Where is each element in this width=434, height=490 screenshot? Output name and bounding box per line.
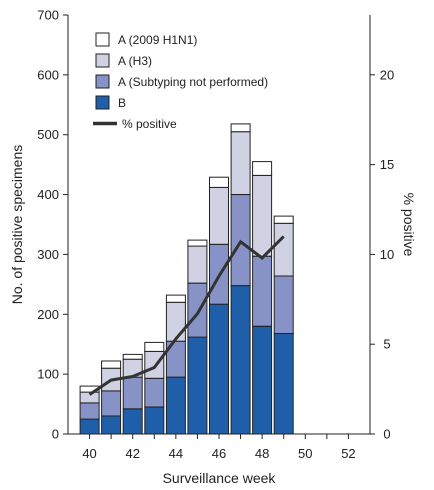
bar-week40-b bbox=[79, 418, 100, 435]
bar-week49-a-subtyping-not-performed bbox=[273, 275, 294, 334]
bar-week48-a-subtyping-not-performed bbox=[252, 255, 273, 327]
bar-week47-b bbox=[230, 285, 251, 435]
x-tick-label-42: 42 bbox=[125, 446, 139, 461]
bar-week45-a-subtyping-not-performed bbox=[187, 282, 208, 338]
stacked-bars bbox=[79, 123, 294, 435]
bar-week45-b bbox=[187, 336, 208, 435]
bar-week43-a-h3 bbox=[144, 350, 165, 379]
bar-week41-b bbox=[101, 415, 122, 435]
bar-week42-a-2009-h1n1 bbox=[122, 353, 143, 360]
y-tick-label-500: 500 bbox=[37, 127, 59, 142]
x-tick-label-40: 40 bbox=[82, 446, 96, 461]
bar-week49-b bbox=[273, 332, 294, 435]
bar-week43-a-subtyping-not-performed bbox=[144, 377, 165, 408]
bar-week40-a-subtyping-not-performed bbox=[79, 402, 100, 420]
x-axis-title: Surveillance week bbox=[163, 470, 277, 486]
bar-week49-a-2009-h1n1 bbox=[273, 215, 294, 224]
bar-week41-a-subtyping-not-performed bbox=[101, 390, 122, 417]
y2-tick-label-20: 20 bbox=[380, 67, 394, 82]
bar-week46-a-h3 bbox=[209, 186, 229, 245]
bar-week45-a-2009-h1n1 bbox=[187, 239, 208, 247]
y2-tick-label-10: 10 bbox=[380, 247, 394, 262]
legend-label-a-subtyping-not-performed: A (Subtyping not performed) bbox=[118, 75, 268, 89]
bar-week46-b bbox=[209, 303, 229, 435]
legend-label-b: B bbox=[118, 96, 126, 110]
bar-week49-a-h3 bbox=[273, 222, 294, 277]
axes: 0 100 200 300 400 500 600 700 0 5 10 15 20 40 42 44 46 48… bbox=[37, 8, 394, 462]
percent-positive-line bbox=[88, 235, 285, 396]
bar-week42-b bbox=[122, 408, 143, 435]
bar-week45-a-h3 bbox=[187, 245, 208, 284]
legend-swatch-a-h3 bbox=[95, 53, 110, 68]
bar-week44-a-h3 bbox=[165, 301, 186, 342]
x-tick-label-44: 44 bbox=[169, 446, 183, 461]
legend: A (2009 H1N1) A (H3) A (Subtyping not perf… bbox=[93, 32, 268, 131]
y-tick-label-100: 100 bbox=[37, 367, 59, 382]
y2-tick-label-0: 0 bbox=[383, 427, 390, 442]
x-tick-label-46: 46 bbox=[212, 446, 226, 461]
legend-label-a-2009-h1n1: A (2009 H1N1) bbox=[118, 33, 197, 47]
percent-positive-line-layer bbox=[88, 235, 285, 396]
y-tick-label-0: 0 bbox=[52, 427, 59, 442]
y-tick-label-300: 300 bbox=[37, 247, 59, 262]
y-axis-title: No. of positive specimens bbox=[9, 145, 25, 305]
bar-week42-a-subtyping-not-performed bbox=[122, 376, 143, 410]
x-tick-label-50: 50 bbox=[298, 446, 312, 461]
legend-label--positive: % positive bbox=[122, 117, 177, 131]
x-tick-label-48: 48 bbox=[255, 446, 269, 461]
bar-week44-a-2009-h1n1 bbox=[165, 294, 186, 303]
y-tick-label-400: 400 bbox=[37, 187, 59, 202]
y-tick-label-600: 600 bbox=[37, 67, 59, 82]
bar-week43-a-2009-h1n1 bbox=[144, 341, 165, 352]
y-tick-label-200: 200 bbox=[37, 307, 59, 322]
bar-week47-a-h3 bbox=[230, 131, 251, 195]
y-tick-label-700: 700 bbox=[37, 8, 59, 23]
legend-swatch-a-subtyping-not-performed bbox=[95, 74, 110, 89]
bar-week48-a-2009-h1n1 bbox=[252, 161, 273, 176]
bar-week47-a-2009-h1n1 bbox=[230, 123, 251, 133]
y2-tick-label-5: 5 bbox=[383, 337, 390, 352]
bar-week41-a-2009-h1n1 bbox=[101, 360, 122, 369]
legend-swatch-b bbox=[95, 95, 110, 110]
bar-week48-a-h3 bbox=[252, 174, 273, 257]
legend-swatch-a-2009-h1n1 bbox=[95, 32, 110, 47]
y2-axis-title: % positive bbox=[401, 193, 417, 257]
y2-tick-label-15: 15 bbox=[380, 157, 394, 172]
bar-week44-b bbox=[165, 376, 186, 435]
legend-label-a-h3: A (H3) bbox=[118, 54, 152, 68]
bar-week46-a-2009-h1n1 bbox=[209, 176, 229, 188]
bar-week43-b bbox=[144, 406, 165, 435]
x-tick-label-52: 52 bbox=[341, 446, 355, 461]
bar-week48-b bbox=[252, 325, 273, 435]
